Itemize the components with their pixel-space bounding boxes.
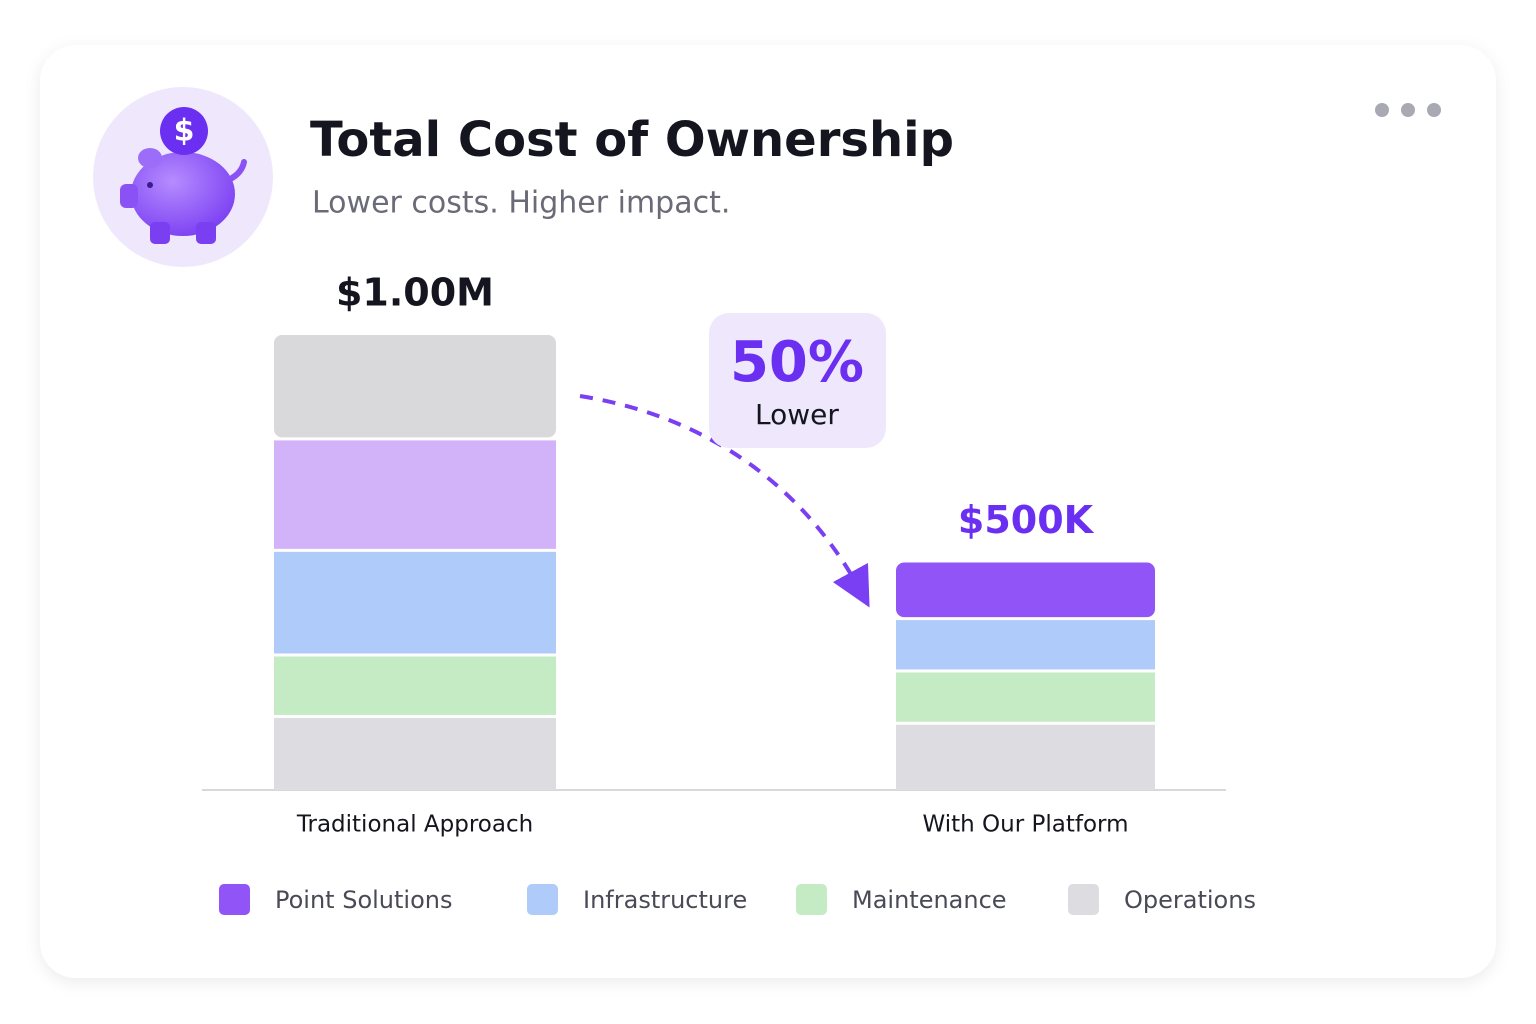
- bar-segment: [274, 440, 556, 549]
- callout-value: 50%: [730, 330, 864, 395]
- chart-subtitle: Lower costs. Higher impact.: [312, 186, 730, 221]
- x-tick-label: Traditional Approach: [296, 812, 533, 838]
- icon: $: [93, 87, 273, 267]
- bar-segment: [274, 335, 556, 438]
- chart-title: Total Cost of Ownership: [310, 112, 954, 168]
- bar-segment: [274, 717, 556, 790]
- callout-text: Lower: [755, 398, 839, 431]
- legend-swatch: [219, 884, 250, 915]
- total-label: $1.00M: [336, 271, 494, 315]
- legend-swatch: [527, 884, 558, 915]
- legend-label: Maintenance: [852, 886, 1007, 914]
- x-tick-label: With Our Platform: [923, 812, 1129, 838]
- legend-label: Point Solutions: [275, 886, 453, 914]
- bar-segment: [896, 724, 1155, 790]
- legend-swatch: [796, 884, 827, 915]
- bar-segment: [896, 562, 1155, 618]
- total-label: $500K: [958, 498, 1095, 542]
- bar-segment: [896, 672, 1155, 722]
- bar-segment: [896, 620, 1155, 670]
- svg-text:$: $: [174, 114, 195, 149]
- bar-segment: [274, 551, 556, 654]
- bar-segment: [274, 656, 556, 715]
- callout: [709, 313, 886, 448]
- arrow: [579, 394, 870, 608]
- legend-label: Infrastructure: [583, 886, 747, 914]
- legend-swatch: [1068, 884, 1099, 915]
- legend-label: Operations: [1124, 886, 1256, 914]
- menu[interactable]: [1375, 103, 1441, 117]
